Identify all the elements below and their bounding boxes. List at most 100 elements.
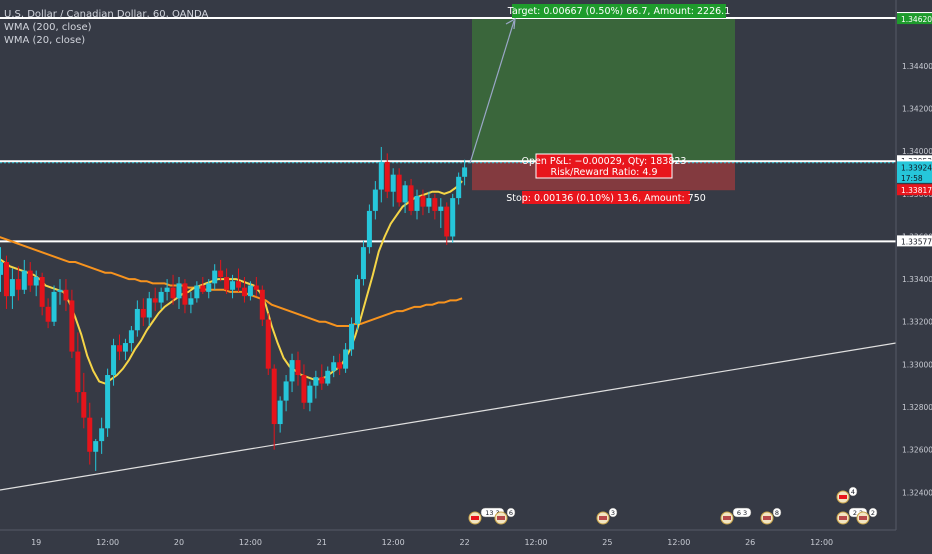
candle[interactable] (247, 281, 253, 301)
candle[interactable] (0, 247, 3, 292)
candle[interactable] (438, 198, 444, 228)
candle[interactable] (366, 204, 372, 254)
candle[interactable] (253, 276, 259, 297)
candle[interactable] (325, 366, 331, 386)
candle[interactable] (122, 338, 128, 361)
candle[interactable] (51, 285, 57, 327)
candle[interactable] (241, 276, 247, 303)
candle[interactable] (420, 189, 426, 216)
candle[interactable] (402, 181, 408, 214)
candle[interactable] (63, 279, 69, 312)
candle[interactable] (218, 259, 224, 282)
candle[interactable] (301, 364, 307, 410)
candle[interactable] (57, 279, 63, 305)
target-zone[interactable] (472, 19, 735, 162)
candle[interactable] (9, 268, 15, 309)
event-marker[interactable]: 3 (596, 507, 618, 525)
candle[interactable] (69, 289, 75, 358)
candle[interactable] (45, 298, 51, 329)
candle[interactable] (295, 351, 301, 386)
candle[interactable] (206, 279, 212, 299)
candle[interactable] (337, 353, 343, 376)
candle[interactable] (313, 370, 319, 399)
candle[interactable] (343, 343, 349, 373)
candle[interactable] (462, 159, 468, 186)
candle[interactable] (289, 353, 295, 393)
candle[interactable] (390, 168, 396, 207)
candle[interactable] (182, 279, 188, 314)
event-marker[interactable]: 2 (856, 507, 878, 525)
candle[interactable] (307, 381, 313, 412)
candle[interactable] (87, 402, 93, 465)
trendline[interactable] (0, 342, 897, 491)
candle[interactable] (188, 291, 194, 314)
candle[interactable] (277, 396, 283, 433)
candle[interactable] (396, 168, 402, 207)
candle[interactable] (176, 276, 182, 309)
candle[interactable] (384, 153, 390, 199)
candle[interactable] (105, 368, 111, 437)
target-label[interactable]: Target: 0.00667 (0.50%) 66.7, Amount: 22… (507, 4, 731, 18)
candle[interactable] (3, 255, 9, 309)
candle[interactable] (99, 417, 105, 454)
candle[interactable] (15, 266, 21, 301)
candle[interactable] (349, 317, 355, 356)
candle[interactable] (111, 338, 117, 386)
candle[interactable] (140, 298, 146, 327)
candle[interactable] (33, 270, 39, 297)
event-marker[interactable]: 8 (760, 507, 782, 525)
candle[interactable] (164, 279, 170, 301)
candle[interactable] (444, 202, 450, 246)
candle[interactable] (212, 264, 218, 290)
candle[interactable] (426, 191, 432, 214)
candle[interactable] (81, 372, 87, 429)
candle[interactable] (230, 274, 236, 299)
candle[interactable] (265, 313, 271, 376)
candle[interactable] (319, 364, 325, 390)
candle[interactable] (146, 291, 152, 327)
candle[interactable] (39, 272, 45, 316)
candle[interactable] (414, 189, 420, 220)
candle[interactable] (271, 364, 277, 450)
indicator-wma20-label[interactable]: WMA (20, close) (4, 35, 86, 46)
candle[interactable] (432, 193, 438, 220)
candle[interactable] (355, 274, 360, 331)
candle[interactable] (134, 300, 140, 337)
pnl-label[interactable]: Open P&L: −0.00029, Qty: 183823Risk/Rewa… (522, 153, 687, 179)
candle[interactable] (75, 332, 81, 403)
stop-label[interactable]: Stop: 0.00136 (0.10%) 13.6, Amount: 750 (506, 191, 706, 204)
time-axis[interactable] (0, 530, 932, 550)
event-marker[interactable]: 6 3 (720, 507, 752, 525)
candle[interactable] (194, 281, 200, 303)
candle[interactable] (283, 375, 289, 412)
candle[interactable] (152, 287, 158, 312)
wma20-line[interactable] (0, 180, 463, 385)
candle[interactable] (456, 172, 462, 205)
wma200-line[interactable] (0, 236, 463, 328)
candle[interactable] (259, 285, 265, 327)
candle[interactable] (224, 268, 230, 295)
candle[interactable] (93, 438, 99, 471)
candle[interactable] (128, 326, 134, 352)
candle[interactable] (117, 334, 122, 361)
candle[interactable] (170, 274, 176, 305)
candle[interactable] (21, 259, 27, 295)
candle[interactable] (378, 146, 384, 203)
candle-body (105, 375, 111, 429)
price-axis[interactable] (896, 0, 932, 550)
candle[interactable] (450, 193, 456, 243)
candle[interactable] (408, 178, 414, 216)
candle[interactable] (331, 355, 337, 378)
candle[interactable] (200, 276, 206, 295)
candle[interactable] (158, 287, 164, 309)
candle[interactable] (372, 181, 378, 220)
event-marker[interactable]: 6 (494, 507, 516, 525)
indicator-wma200-label[interactable]: WMA (200, close) (4, 22, 92, 33)
event-marker[interactable]: 4 (836, 486, 858, 504)
candle[interactable] (236, 268, 241, 292)
chart-title[interactable]: U.S. Dollar / Canadian Dollar, 60, OANDA (4, 9, 209, 20)
candle[interactable] (360, 240, 366, 286)
event-marker[interactable]: 2 2 (836, 507, 868, 525)
candle[interactable] (27, 262, 33, 292)
